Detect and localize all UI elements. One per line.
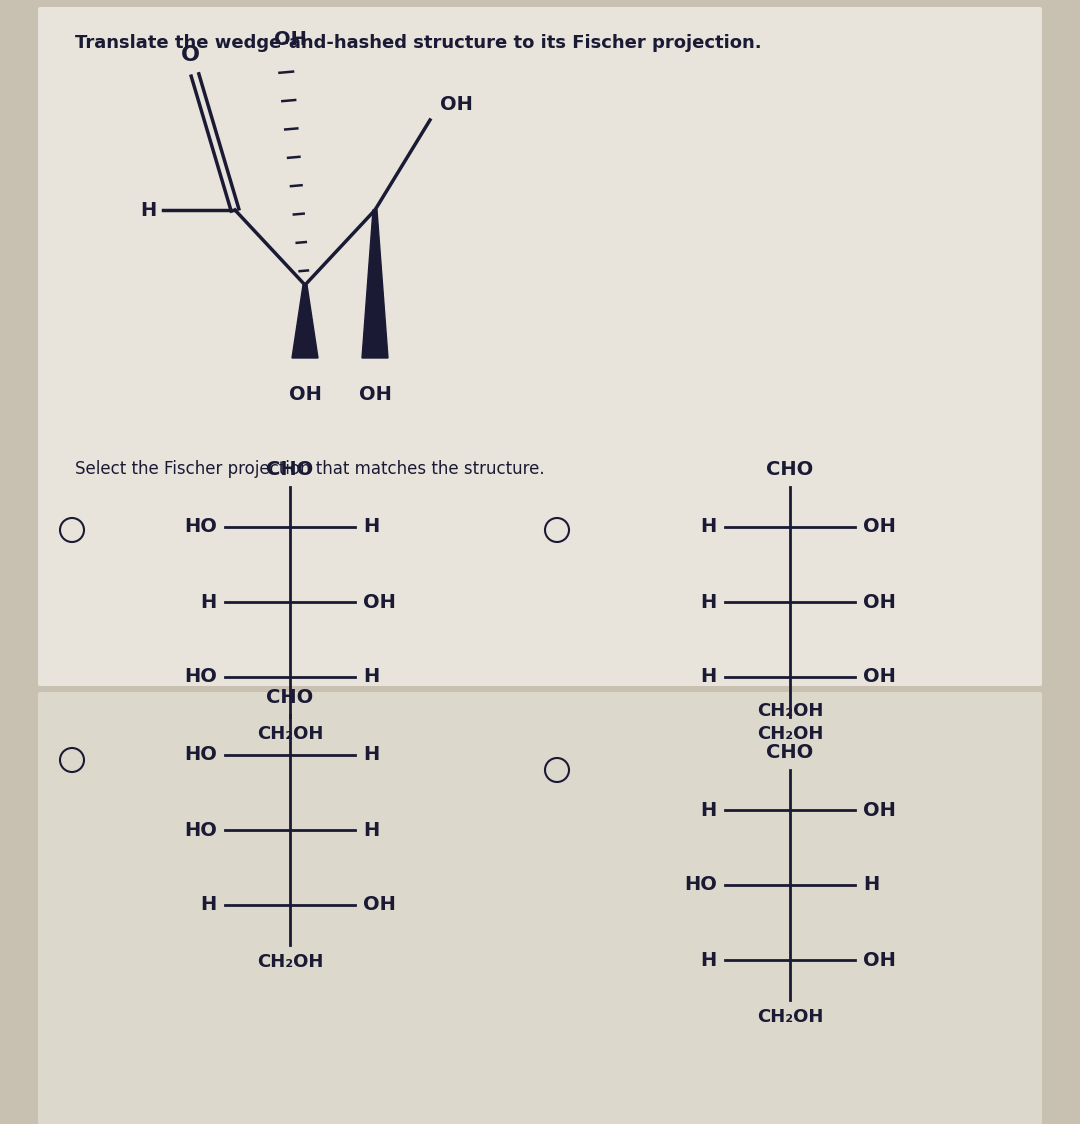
Text: OH: OH [363,592,396,611]
Text: Translate the wedge-and-hashed structure to its Fischer projection.: Translate the wedge-and-hashed structure… [75,34,761,52]
Text: OH: OH [288,386,322,404]
Polygon shape [292,285,318,359]
Text: CHO: CHO [767,460,813,479]
Text: OH: OH [863,951,896,970]
Text: H: H [863,876,879,895]
Text: CH₂OH: CH₂OH [757,725,823,743]
Text: HO: HO [184,517,217,536]
Text: H: H [363,517,379,536]
Text: CH₂OH: CH₂OH [257,953,323,971]
Text: CHO: CHO [767,743,813,762]
Text: H: H [140,200,157,219]
Text: H: H [201,896,217,915]
Text: H: H [701,668,717,687]
Text: OH: OH [363,896,396,915]
Text: OH: OH [440,96,473,114]
Text: OH: OH [863,517,896,536]
Text: H: H [701,800,717,819]
Text: OH: OH [359,386,391,404]
Text: CH₂OH: CH₂OH [757,702,823,720]
Text: CHO: CHO [267,460,313,479]
Text: CH₂OH: CH₂OH [757,1008,823,1026]
Text: HO: HO [184,745,217,764]
Text: Select the Fischer projection that matches the structure.: Select the Fischer projection that match… [75,460,544,478]
Text: HO: HO [184,668,217,687]
Text: OH: OH [863,668,896,687]
Text: HO: HO [684,876,717,895]
Text: H: H [363,821,379,840]
Text: CHO: CHO [267,688,313,707]
Text: H: H [201,592,217,611]
Text: H: H [363,668,379,687]
FancyBboxPatch shape [38,7,1042,686]
Text: H: H [701,592,717,611]
Text: H: H [363,745,379,764]
Text: H: H [701,951,717,970]
Text: H: H [701,517,717,536]
Polygon shape [362,210,388,359]
Text: HO: HO [184,821,217,840]
Text: CH₂OH: CH₂OH [257,725,323,743]
Text: OH: OH [273,30,307,49]
FancyBboxPatch shape [38,692,1042,1124]
Text: OH: OH [863,592,896,611]
Text: O: O [180,45,200,65]
Text: OH: OH [863,800,896,819]
